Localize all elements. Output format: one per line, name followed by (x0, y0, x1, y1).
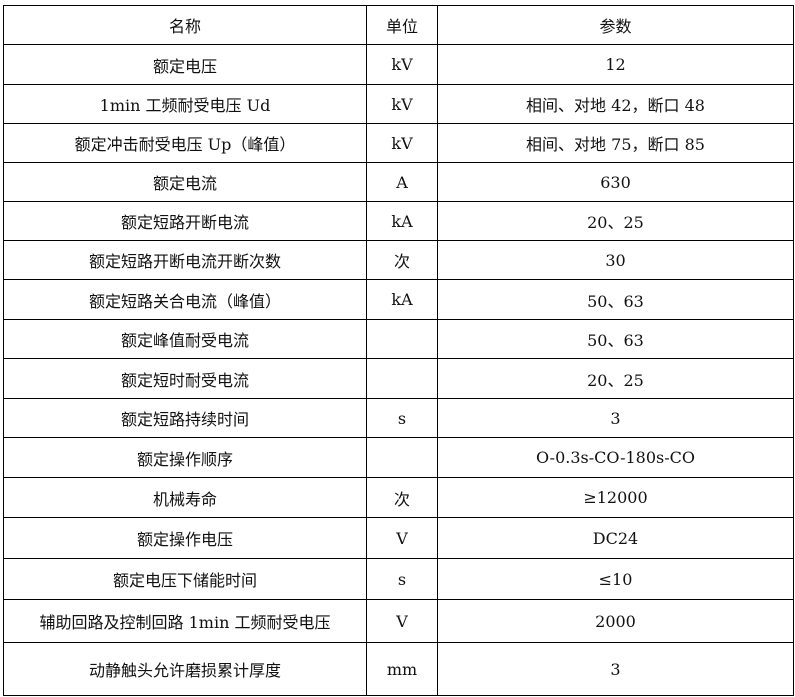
table-row: 额定操作顺序 O-0.3s-CO-180s-CO (3, 437, 794, 478)
name-cell: 额定短路开断电流 (3, 201, 367, 241)
unit-cell: A (366, 162, 438, 202)
unit-cell: s (366, 558, 438, 600)
unit-cell: kA (366, 201, 438, 241)
name-cell: 额定电压下储能时间 (3, 558, 367, 600)
name-cell: 额定电流 (3, 162, 367, 202)
table-row: 额定短路开断电流 kA 20、25 (3, 201, 794, 241)
value-cell: 12 (437, 44, 794, 85)
value-cell: 3 (437, 642, 794, 696)
value-cell: 相间、对地 75，断口 85 (437, 123, 794, 163)
unit-cell: mm (366, 642, 438, 696)
name-cell: 额定冲击耐受电压 Up（峰值） (3, 123, 367, 163)
header-unit: 单位 (366, 5, 438, 45)
table-row: 动静触头允许磨损累计厚度 mm 3 (3, 642, 794, 696)
header-name: 名称 (3, 5, 367, 45)
value-cell: 50、63 (437, 279, 794, 320)
header-value: 参数 (437, 5, 794, 45)
table-row: 额定电压 kV 12 (3, 44, 794, 85)
unit-cell: 次 (366, 477, 438, 518)
table-row: 额定峰值耐受电流 50、63 (3, 319, 794, 359)
table-row: 额定短路关合电流（峰值） kA 50、63 (3, 279, 794, 320)
name-cell: 额定短路关合电流（峰值） (3, 279, 367, 320)
unit-cell: V (366, 517, 438, 559)
name-cell: 额定电压 (3, 44, 367, 85)
value-cell: 50、63 (437, 319, 794, 359)
unit-cell: s (366, 398, 438, 438)
value-cell: ≥12000 (437, 477, 794, 518)
unit-cell: kV (366, 123, 438, 163)
value-cell: 630 (437, 162, 794, 202)
table-row: 额定电压下储能时间 s ≤10 (3, 558, 794, 600)
specifications-table: 名称 单位 参数 额定电压 kV 12 1min 工频耐受电压 Ud kV 相间、对地 4… (3, 5, 794, 696)
table-row: 额定短路持续时间 s 3 (3, 398, 794, 438)
value-cell: 2000 (437, 599, 794, 643)
value-cell: 3 (437, 398, 794, 438)
name-cell: 额定短时耐受电流 (3, 358, 367, 399)
name-cell: 额定峰值耐受电流 (3, 319, 367, 359)
name-cell: 1min 工频耐受电压 Ud (3, 84, 367, 124)
value-cell: 相间、对地 42，断口 48 (437, 84, 794, 124)
table-row: 1min 工频耐受电压 Ud kV 相间、对地 42，断口 48 (3, 84, 794, 124)
name-cell: 机械寿命 (3, 477, 367, 518)
name-cell: 额定操作电压 (3, 517, 367, 559)
value-cell: ≤10 (437, 558, 794, 600)
table-row: 额定电流 A 630 (3, 162, 794, 202)
value-cell: O-0.3s-CO-180s-CO (437, 437, 794, 478)
value-cell: 30 (437, 240, 794, 280)
table-row: 机械寿命次 ≥12000 (3, 477, 794, 518)
unit-cell (366, 437, 438, 478)
table-row: 额定操作电压 V DC24 (3, 517, 794, 559)
table-row: 额定短时耐受电流 20、25 (3, 358, 794, 399)
value-cell: 20、25 (437, 201, 794, 241)
table-row: 额定短路开断电流开断次数次 30 (3, 240, 794, 280)
value-cell: 20、25 (437, 358, 794, 399)
name-cell: 额定操作顺序 (3, 437, 367, 478)
unit-cell (366, 319, 438, 359)
name-cell: 动静触头允许磨损累计厚度 (3, 642, 367, 696)
name-cell: 额定短路开断电流开断次数 (3, 240, 367, 280)
table-row: 额定冲击耐受电压 Up（峰值） kV 相间、对地 75，断口 85 (3, 123, 794, 163)
table-row: 辅助回路及控制回路 1min 工频耐受电压 V 2000 (3, 599, 794, 643)
unit-cell: V (366, 599, 438, 643)
name-cell: 辅助回路及控制回路 1min 工频耐受电压 (3, 599, 367, 643)
value-cell: DC24 (437, 517, 794, 559)
header-row: 名称 单位 参数 (3, 5, 794, 45)
name-cell: 额定短路持续时间 (3, 398, 367, 438)
unit-cell (366, 358, 438, 399)
unit-cell: 次 (366, 240, 438, 280)
unit-cell: kA (366, 279, 438, 320)
unit-cell: kV (366, 44, 438, 85)
unit-cell: kV (366, 84, 438, 124)
